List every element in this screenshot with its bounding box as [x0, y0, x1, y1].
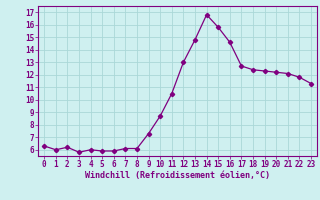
X-axis label: Windchill (Refroidissement éolien,°C): Windchill (Refroidissement éolien,°C)	[85, 171, 270, 180]
